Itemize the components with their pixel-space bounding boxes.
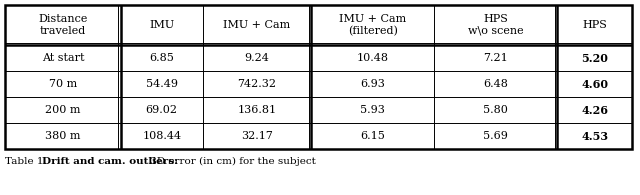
Bar (5, 5, 632, 149)
Text: 69.02: 69.02 (146, 105, 178, 115)
Text: 32.17: 32.17 (241, 131, 273, 141)
Text: 3D error (in cm) for the subject: 3D error (in cm) for the subject (147, 157, 316, 166)
Text: 6.85: 6.85 (149, 53, 174, 63)
Text: At start: At start (42, 53, 84, 63)
Text: HPS
w\o scene: HPS w\o scene (468, 14, 524, 36)
Text: 7.21: 7.21 (483, 53, 508, 63)
Text: 4.53: 4.53 (581, 130, 608, 142)
Text: Distance
traveled: Distance traveled (38, 14, 88, 36)
Text: 200 m: 200 m (45, 105, 81, 115)
Text: 6.15: 6.15 (360, 131, 385, 141)
Text: 4.26: 4.26 (581, 105, 608, 115)
Text: 54.49: 54.49 (146, 79, 178, 89)
Text: 5.80: 5.80 (483, 105, 508, 115)
Text: 108.44: 108.44 (142, 131, 181, 141)
Text: 6.48: 6.48 (483, 79, 508, 89)
Text: IMU: IMU (149, 20, 174, 30)
Text: Drift and cam. outliers:: Drift and cam. outliers: (42, 157, 178, 166)
Text: 5.20: 5.20 (581, 52, 608, 64)
Text: 380 m: 380 m (45, 131, 81, 141)
Text: IMU + Cam: IMU + Cam (223, 20, 291, 30)
Text: 10.48: 10.48 (356, 53, 388, 63)
Text: 4.60: 4.60 (581, 79, 608, 90)
Text: 742.32: 742.32 (237, 79, 276, 89)
Text: 6.93: 6.93 (360, 79, 385, 89)
Text: 5.69: 5.69 (483, 131, 508, 141)
Text: 9.24: 9.24 (244, 53, 269, 63)
Text: HPS: HPS (582, 20, 607, 30)
Text: 136.81: 136.81 (237, 105, 276, 115)
Text: IMU + Cam
(filtered): IMU + Cam (filtered) (339, 14, 406, 36)
Text: 5.93: 5.93 (360, 105, 385, 115)
Text: Table 1.: Table 1. (5, 157, 50, 166)
Text: 70 m: 70 m (49, 79, 77, 89)
